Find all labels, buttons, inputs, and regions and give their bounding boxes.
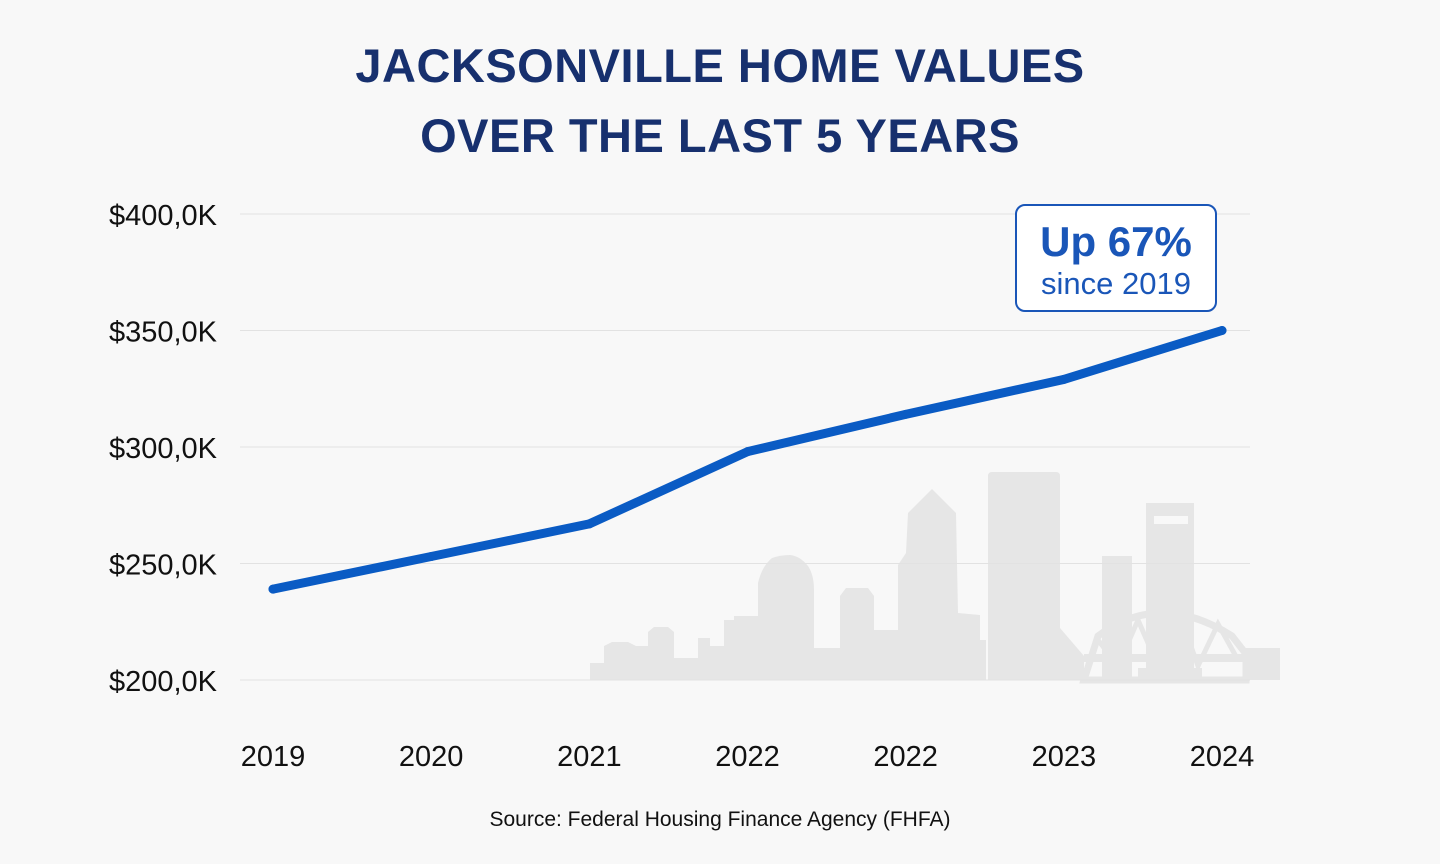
y-tick-label: $300,0K [109,433,218,465]
data-point [584,519,594,529]
chart-title-line-2: OVER THE LAST 5 YEARS [420,109,1020,162]
x-tick-label: 2021 [557,741,622,773]
data-point [743,447,752,457]
x-tick-label: 2022 [715,741,780,773]
y-tick-label: $250,0K [109,550,218,582]
data-point [1059,374,1069,384]
source-note: Source: Federal Housing Finance Agency (… [489,808,951,831]
y-tick-label: $200,0K [109,666,218,698]
skyline-silhouette [590,472,1280,684]
data-point [1217,326,1227,335]
data-point [268,584,278,594]
chart-title-line-1: JACKSONVILLE HOME VALUES [355,39,1085,92]
data-point [426,552,436,562]
x-tick-label: 2020 [399,741,464,773]
series-lines [268,326,1227,594]
growth-callout: Up 67% since 2019 [1015,204,1217,312]
x-tick-label: 2019 [241,741,306,773]
series-line [268,326,1227,594]
y-tick-label: $350,0K [109,317,218,349]
callout-headline: Up 67% [1040,218,1192,265]
x-axis-ticks: 2019 2020 2021 2022 2022 2023 2024 [241,741,1255,773]
data-point [901,409,911,419]
x-tick-label: 2024 [1190,741,1255,773]
x-tick-label: 2022 [873,741,938,773]
y-axis-ticks: $200,0K $250,0K $300,0K $350,0K $400,0K [109,200,218,698]
callout-subline: since 2019 [1041,266,1191,301]
x-tick-label: 2023 [1032,741,1097,773]
y-tick-label: $400,0K [109,200,218,232]
